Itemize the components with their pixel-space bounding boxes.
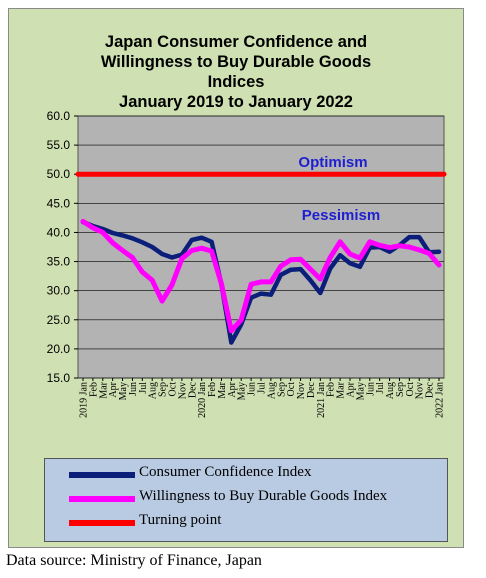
y-tick-label: 50.0 bbox=[47, 167, 71, 181]
x-tick-label: Apr bbox=[108, 381, 119, 397]
x-tick-label: Jul bbox=[375, 382, 386, 394]
x-tick-label: Sep bbox=[276, 382, 287, 397]
x-tick-label: Feb bbox=[88, 382, 99, 397]
y-tick-label: 25.0 bbox=[47, 313, 71, 327]
data-source-note: Data source: Ministry of Finance, Japan bbox=[6, 552, 262, 569]
x-tick-label: May bbox=[118, 382, 129, 400]
x-tick-label: Dec bbox=[306, 381, 317, 398]
x-tick-label: 2019 Jan bbox=[79, 382, 90, 418]
optimism-annotation: Optimism bbox=[298, 154, 367, 171]
y-tick-label: 45.0 bbox=[47, 196, 71, 210]
x-axis-ticks: 2019 JanFebMarAprMayJunJulAugSepOctNovDe… bbox=[79, 378, 446, 418]
legend-item-turning-point: Turning point bbox=[45, 511, 447, 533]
legend-label-turning-point: Turning point bbox=[139, 512, 222, 528]
series-line-willingness bbox=[80, 218, 442, 334]
x-tick-label: Jun bbox=[128, 382, 139, 396]
y-axis-ticks: 60.0 55.0 50.0 45.0 40.0 35.0 30.0 25.0 20.0 15.0 bbox=[47, 109, 78, 385]
x-tick-label: May bbox=[237, 382, 248, 400]
x-tick-label: Mar bbox=[98, 381, 109, 398]
x-tick-label: Oct bbox=[168, 382, 179, 397]
chart-title-line-4: January 2019 to January 2022 bbox=[119, 93, 353, 111]
x-tick-label: Dec bbox=[425, 381, 436, 398]
series-layer bbox=[75, 171, 447, 345]
legend-item-willingness: Willingness to Buy Durable Goods Index bbox=[45, 487, 447, 509]
pessimism-annotation: Pessimism bbox=[302, 207, 380, 224]
x-tick-label: Aug bbox=[385, 382, 396, 399]
x-tick-label: Nov bbox=[296, 382, 307, 399]
y-tick-label: 20.0 bbox=[47, 342, 71, 356]
x-tick-label: Nov bbox=[177, 382, 188, 399]
x-tick-label: Oct bbox=[286, 382, 297, 397]
chart-title-line-1: Japan Consumer Confidence and bbox=[104, 33, 368, 51]
x-tick-label: Mar bbox=[217, 381, 228, 398]
y-tick-label: 40.0 bbox=[47, 225, 71, 239]
x-tick-label: Jun bbox=[247, 382, 258, 396]
x-tick-label: May bbox=[355, 382, 366, 400]
y-tick-label: 55.0 bbox=[47, 138, 71, 152]
x-tick-label: Mar bbox=[336, 381, 347, 398]
legend-label-willingness: Willingness to Buy Durable Goods Index bbox=[139, 488, 388, 504]
x-tick-label: Jul bbox=[138, 382, 149, 394]
x-tick-label: Aug bbox=[266, 382, 277, 399]
x-tick-label: Jul bbox=[257, 382, 268, 394]
x-tick-label: Aug bbox=[148, 382, 159, 399]
legend-swatch-consumer-confidence bbox=[69, 472, 135, 478]
x-tick-label: Dec bbox=[187, 381, 198, 398]
x-tick-label: Apr bbox=[346, 381, 357, 397]
y-tick-label: 30.0 bbox=[47, 284, 71, 298]
legend-swatch-willingness bbox=[69, 496, 135, 502]
chart-title-line-2: Willingness to Buy Durable Goods bbox=[100, 53, 372, 71]
x-tick-label: Feb bbox=[326, 382, 337, 397]
x-tick-label: 2020 Jan bbox=[197, 382, 208, 418]
chart-title-line-3: Indices bbox=[207, 73, 265, 91]
x-tick-label: Feb bbox=[207, 382, 218, 397]
y-tick-label: 15.0 bbox=[47, 371, 71, 385]
legend-label-consumer-confidence: Consumer Confidence Index bbox=[139, 464, 312, 480]
legend-swatch-turning-point bbox=[69, 520, 135, 526]
legend-item-consumer-confidence: Consumer Confidence Index bbox=[45, 463, 447, 485]
y-tick-label: 35.0 bbox=[47, 255, 71, 269]
x-tick-label: Jun bbox=[365, 382, 376, 396]
x-tick-label: Nov bbox=[415, 382, 426, 399]
x-tick-label: Apr bbox=[227, 381, 238, 397]
y-tick-label: 60.0 bbox=[47, 109, 71, 123]
x-tick-label: 2022 Jan bbox=[435, 382, 446, 418]
x-tick-label: Sep bbox=[395, 382, 406, 397]
chart-legend: Consumer Confidence Index Willingness to… bbox=[44, 458, 448, 542]
x-tick-label: Oct bbox=[405, 382, 416, 397]
x-tick-label: Sep bbox=[158, 382, 169, 397]
x-tick-label: 2021 Jan bbox=[316, 382, 327, 418]
